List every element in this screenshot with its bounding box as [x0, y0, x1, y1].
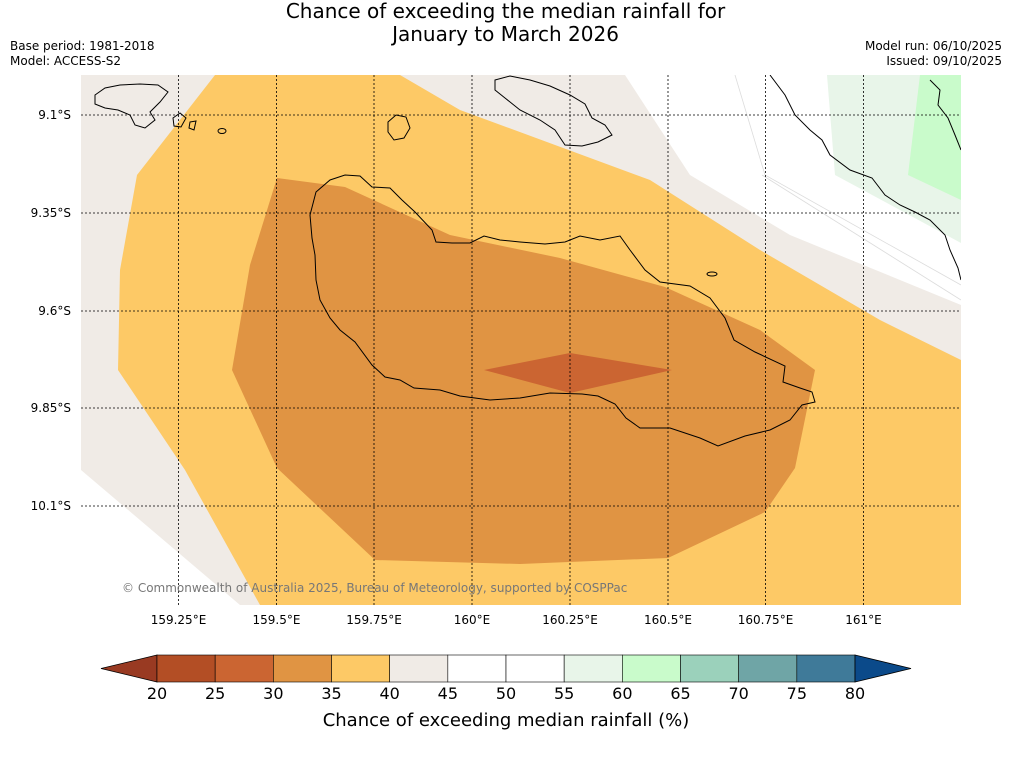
lon-label: 160.75°E: [738, 613, 794, 627]
longitude-labels: 159.25°E 159.5°E 159.75°E 160°E 160.25°E…: [151, 613, 882, 627]
colorbar-tick-label: 20: [147, 684, 167, 703]
colorbar-tick-label: 25: [205, 684, 225, 703]
model-info: Base period: 1981-2018 Model: ACCESS-S2: [10, 39, 155, 69]
region-60-65: [908, 75, 961, 200]
colorbar-under-arrow: [100, 654, 158, 683]
colorbar-tick-label: 40: [379, 684, 399, 703]
colorbar: 20 25 30 35 40 45 50 55 60 65 70 75 80: [100, 654, 912, 703]
contour-line: [734, 75, 961, 286]
colorbar-bin: [447, 654, 507, 683]
island-coastline: [172, 112, 187, 128]
colorbar-tick-label: 30: [263, 684, 283, 703]
title-line-2: January to March 2026: [392, 22, 619, 46]
graticule: [81, 75, 961, 605]
island-coastline: [188, 120, 197, 131]
colorbar-bin: [156, 654, 216, 683]
lon-label: 159.5°E: [253, 613, 301, 627]
colorbar-tick-label: 65: [670, 684, 690, 703]
colorbar-tick-label: 60: [612, 684, 632, 703]
colorbar-bin: [214, 654, 274, 683]
model-run: Model run: 06/10/2025: [864, 39, 1002, 53]
santa-isabel-coastline: [494, 75, 613, 147]
title-line-1: Chance of exceeding the median rainfall …: [285, 0, 726, 23]
model-name: Model: ACCESS-S2: [10, 54, 122, 68]
colorbar-bin: [563, 654, 623, 683]
lat-label: 9.1°S: [38, 108, 71, 122]
colorbar-tick-label: 75: [787, 684, 807, 703]
colorbar-tick-label: 35: [321, 684, 341, 703]
colorbar-bin: [389, 654, 449, 683]
colorbar-bin: [622, 654, 681, 683]
lat-label: 9.85°S: [31, 401, 71, 415]
colorbar-over-arrow: [854, 654, 912, 683]
guadalcanal-coastline: [309, 174, 816, 447]
base-period: Base period: 1981-2018: [10, 39, 155, 53]
map-area: © Commonwealth of Australia 2025, Bureau…: [81, 75, 961, 605]
colorbar-tick-label: 45: [438, 684, 458, 703]
colorbar-title: Chance of exceeding median rainfall (%): [323, 710, 690, 731]
lat-label: 9.35°S: [31, 206, 71, 220]
copyright-notice: © Commonwealth of Australia 2025, Bureau…: [122, 581, 627, 595]
malaita-coastline-east: [929, 79, 961, 151]
malaita-coastline: [769, 75, 961, 281]
lat-label: 10.1°S: [31, 499, 71, 513]
run-info: Model run: 06/10/2025 Issued: 09/10/2025: [865, 39, 1002, 69]
lon-label: 160.25°E: [542, 613, 598, 627]
issued-date: Issued: 09/10/2025: [886, 54, 1002, 68]
colorbar-tick-label: 50: [496, 684, 516, 703]
colorbar-tick-label: 70: [728, 684, 748, 703]
latitude-labels: 9.1°S 9.35°S 9.6°S 9.85°S 10.1°S: [31, 108, 71, 513]
region-25-30: [484, 353, 672, 393]
colorbar-bin: [738, 654, 798, 683]
colorbar-bin: [680, 654, 739, 683]
lat-label: 9.6°S: [38, 304, 71, 318]
florida-islands-coastline: [94, 83, 169, 129]
colorbar-bin: [273, 654, 332, 683]
island-coastline: [217, 128, 227, 134]
contour-line: [761, 174, 961, 301]
lon-label: 161°E: [845, 613, 882, 627]
lon-label: 160°E: [454, 613, 491, 627]
lon-label: 159.75°E: [346, 613, 402, 627]
lon-label: 159.25°E: [151, 613, 207, 627]
colorbar-bin: [505, 654, 565, 683]
colorbar-bin: [796, 654, 856, 683]
map-title: Chance of exceeding the median rainfall …: [0, 0, 1011, 46]
colorbar-bin: [331, 654, 390, 683]
island-coastline: [706, 271, 718, 277]
lon-label: 160.5°E: [644, 613, 692, 627]
colorbar-tick-label: 80: [845, 684, 865, 703]
colorbar-tick-label: 55: [554, 684, 574, 703]
